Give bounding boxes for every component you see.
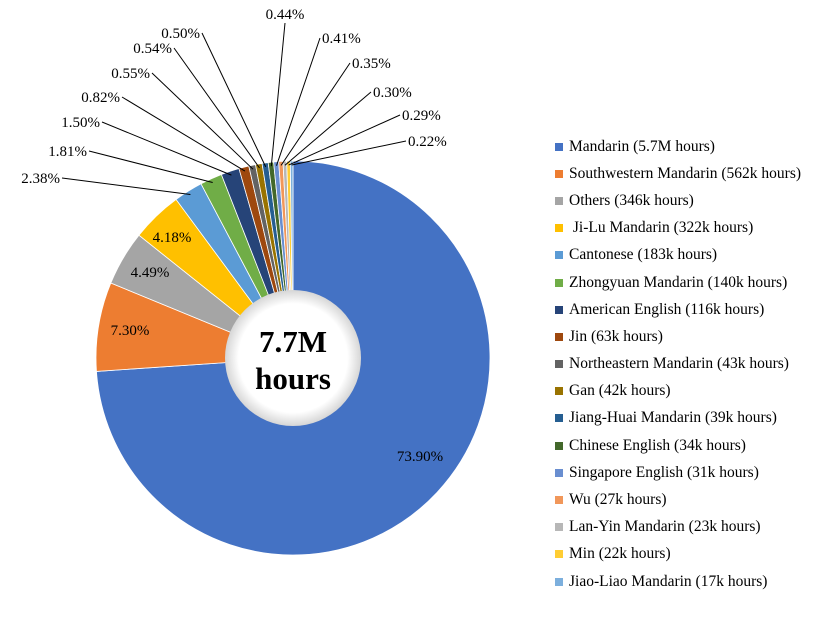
leader-line-singapore-english bbox=[276, 37, 321, 166]
legend-swatch bbox=[555, 414, 563, 423]
legend-item-southwestern-mandarin: Southwestern Mandarin (562k hours) bbox=[555, 160, 801, 187]
legend-label: Cantonese (183k hours) bbox=[569, 246, 718, 264]
leader-line-cantonese bbox=[61, 177, 191, 195]
legend-label: Ji-Lu Mandarin (322k hours) bbox=[569, 219, 754, 237]
data-label-ji-lu-mandarin: 4.18% bbox=[153, 230, 192, 246]
legend-item-jiao-liao-mandarin: Jiao-Liao Mandarin (17k hours) bbox=[555, 568, 801, 595]
legend-swatch bbox=[555, 360, 563, 369]
legend-label: Chinese English (34k hours) bbox=[569, 436, 746, 454]
leader-line-chinese-english bbox=[270, 22, 286, 167]
legend-item-gan: Gan (42k hours) bbox=[555, 378, 801, 405]
data-label-wu: 0.35% bbox=[352, 56, 391, 72]
data-label-singapore-english: 0.41% bbox=[322, 31, 361, 47]
legend-label: Northeastern Mandarin (43k hours) bbox=[569, 355, 789, 373]
data-label-jiang-huai-mandarin: 0.50% bbox=[161, 26, 200, 42]
data-label-northeastern-mandarin: 0.55% bbox=[111, 66, 150, 82]
center-label-line-1: 7.7M bbox=[259, 324, 327, 359]
center-label-line-2: hours bbox=[255, 361, 331, 396]
leader-line-northeastern-mandarin bbox=[151, 72, 254, 170]
legend-label: Zhongyuan Mandarin (140k hours) bbox=[569, 273, 788, 291]
legend-item-lan-yin-mandarin: Lan-Yin Mandarin (23k hours) bbox=[555, 514, 801, 541]
data-label-american-english: 1.50% bbox=[61, 115, 100, 131]
data-label-chinese-english: 0.44% bbox=[266, 7, 305, 23]
legend-item-min: Min (22k hours) bbox=[555, 541, 801, 568]
data-label-jin: 0.82% bbox=[81, 90, 120, 106]
leader-line-lan-yin-mandarin bbox=[284, 91, 372, 166]
legend-label: Mandarin (5.7M hours) bbox=[569, 137, 715, 155]
data-label-jiao-liao-mandarin: 0.22% bbox=[408, 134, 447, 150]
data-label-cantonese: 2.38% bbox=[21, 171, 60, 187]
legend-swatch bbox=[555, 278, 563, 287]
legend-label: Singapore English (31k hours) bbox=[569, 463, 759, 481]
legend-label: Jiao-Liao Mandarin (17k hours) bbox=[569, 572, 768, 590]
legend-swatch bbox=[555, 387, 563, 396]
data-label-zhongyuan-mandarin: 1.81% bbox=[48, 144, 87, 160]
legend-item-jin: Jin (63k hours) bbox=[555, 323, 801, 350]
data-label-mandarin: 73.90% bbox=[397, 449, 443, 465]
leader-line-jin bbox=[121, 96, 246, 172]
legend-item-jiang-huai-mandarin: Jiang-Huai Mandarin (39k hours) bbox=[555, 405, 801, 432]
legend-item-ji-lu-mandarin: Ji-Lu Mandarin (322k hours) bbox=[555, 215, 801, 242]
legend-item-mandarin: Mandarin (5.7M hours) bbox=[555, 133, 801, 160]
legend-swatch bbox=[555, 577, 563, 586]
legend-swatch bbox=[555, 305, 563, 314]
legend-item-wu: Wu (27k hours) bbox=[555, 486, 801, 513]
donut-hole bbox=[225, 290, 361, 426]
legend-label: Others (346k hours) bbox=[569, 191, 694, 209]
legend-label: Min (22k hours) bbox=[569, 545, 671, 563]
legend-label: Southwestern Mandarin (562k hours) bbox=[569, 164, 802, 182]
leader-line-min bbox=[288, 114, 401, 166]
legend-item-singapore-english: Singapore English (31k hours) bbox=[555, 459, 801, 486]
legend-item-american-english: American English (116k hours) bbox=[555, 296, 801, 323]
legend-swatch bbox=[555, 496, 563, 505]
leader-line-zhongyuan-mandarin bbox=[88, 150, 213, 183]
data-label-gan: 0.54% bbox=[133, 41, 172, 57]
data-label-min: 0.29% bbox=[402, 108, 441, 124]
legend: Mandarin (5.7M hours) Southwestern Mandar… bbox=[555, 133, 801, 595]
leader-line-jiao-liao-mandarin bbox=[291, 140, 407, 166]
leader-line-american-english bbox=[101, 121, 232, 176]
legend-swatch bbox=[555, 523, 563, 532]
legend-label: Wu (27k hours) bbox=[569, 491, 667, 509]
legend-item-chinese-english: Chinese English (34k hours) bbox=[555, 432, 801, 459]
legend-item-northeastern-mandarin: Northeastern Mandarin (43k hours) bbox=[555, 351, 801, 378]
legend-swatch bbox=[555, 142, 563, 151]
legend-swatch bbox=[555, 224, 563, 233]
legend-label: Lan-Yin Mandarin (23k hours) bbox=[569, 518, 761, 536]
legend-label: Jiang-Huai Mandarin (39k hours) bbox=[569, 409, 777, 427]
legend-swatch bbox=[555, 468, 563, 477]
legend-swatch bbox=[555, 169, 563, 178]
leader-line-gan bbox=[173, 47, 260, 169]
legend-swatch bbox=[555, 251, 563, 260]
legend-swatch bbox=[555, 196, 563, 205]
data-label-lan-yin-mandarin: 0.30% bbox=[373, 85, 412, 101]
legend-swatch bbox=[555, 550, 563, 559]
legend-label: American English (116k hours) bbox=[569, 300, 765, 318]
legend-swatch bbox=[555, 332, 563, 341]
legend-item-others: Others (346k hours) bbox=[555, 187, 801, 214]
data-label-southwestern-mandarin: 7.30% bbox=[111, 323, 150, 339]
leader-line-jiang-huai-mandarin bbox=[201, 32, 267, 168]
data-label-others: 4.49% bbox=[131, 265, 170, 281]
legend-item-cantonese: Cantonese (183k hours) bbox=[555, 242, 801, 269]
leader-line-wu bbox=[280, 62, 351, 166]
legend-swatch bbox=[555, 441, 563, 450]
legend-label: Jin (63k hours) bbox=[569, 327, 663, 345]
legend-label: Gan (42k hours) bbox=[569, 382, 671, 400]
legend-item-zhongyuan-mandarin: Zhongyuan Mandarin (140k hours) bbox=[555, 269, 801, 296]
